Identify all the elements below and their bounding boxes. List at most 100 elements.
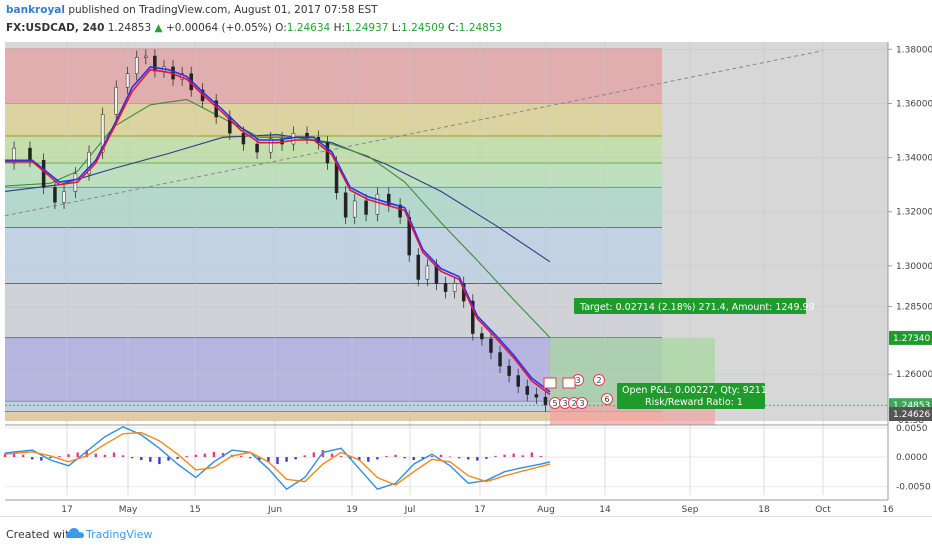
y-axis-label: 1.36000 <box>896 99 932 109</box>
candle-body <box>398 204 402 218</box>
osc-histogram-bar <box>312 452 316 458</box>
osc-histogram-bar <box>539 455 543 458</box>
osc-histogram-bar <box>12 452 16 458</box>
osc-histogram-bar <box>321 450 325 458</box>
candle-body <box>343 192 348 218</box>
osc-histogram-bar <box>394 454 397 458</box>
x-axis-label: 17 <box>61 505 72 515</box>
symbol-name: FX:USDCAD, 240 <box>6 22 105 34</box>
candle-body <box>100 114 105 153</box>
candle-body <box>352 200 357 218</box>
x-axis-label: Sep <box>682 505 699 515</box>
candle-body <box>425 265 430 280</box>
osc-histogram-bar <box>439 454 443 458</box>
osc-histogram-bar <box>339 455 343 458</box>
osc-histogram-bar <box>94 453 98 458</box>
osc-histogram-bar <box>457 457 461 459</box>
target-price-tag <box>889 330 932 345</box>
dashed-trend-line <box>4 50 823 217</box>
footer: Created with TradingView <box>0 516 932 551</box>
candle-body <box>534 394 539 398</box>
candle-body <box>53 187 57 203</box>
x-axis-label: 16 <box>882 505 894 515</box>
osc-histogram-bar <box>385 455 388 458</box>
osc-histogram-bar <box>448 456 452 458</box>
candle-body <box>134 57 139 74</box>
osc-axis-label: 0.0000 <box>896 453 928 463</box>
up-arrow-icon: ▲ <box>154 22 163 34</box>
osc-histogram-bar <box>376 457 379 460</box>
stop-price-tag <box>889 407 932 421</box>
pnl-info-text: Open P&L: 0.00227, Qty: 9211 <box>622 385 767 396</box>
candle-body <box>12 147 16 164</box>
osc-histogram-bar <box>367 457 370 462</box>
fib-band <box>5 103 662 136</box>
x-axis-label: 15 <box>189 505 200 515</box>
close-value: 1.24853 <box>458 22 503 34</box>
symbol-line: FX:USDCAD, 240 1.24853 ▲ +0.00064 (+0.05… <box>6 22 502 34</box>
event-badge-label: 2 <box>596 376 601 385</box>
candle-body <box>153 55 157 72</box>
author-link[interactable]: bankroyal <box>6 4 65 16</box>
candle-body <box>241 132 246 145</box>
event-badge-label: 3 <box>575 376 580 385</box>
calendar-flag-icon <box>562 377 576 389</box>
x-axis-label: Jun <box>267 505 282 515</box>
osc-histogram-bar <box>285 457 288 462</box>
candle-body <box>489 338 493 353</box>
osc-histogram-bar <box>294 457 297 460</box>
candle-body <box>443 283 448 292</box>
candle-body <box>334 162 339 194</box>
osc-histogram-bar <box>58 455 61 458</box>
osc-histogram-bar <box>21 454 25 458</box>
chart-header: bankroyal published on TradingView.com, … <box>0 0 932 38</box>
pnl-info-box <box>617 383 765 409</box>
candle-body <box>452 283 457 292</box>
target-price-text: 1.27340 <box>893 334 930 344</box>
candle-body <box>375 193 380 215</box>
candle-body <box>543 396 548 406</box>
osc-histogram-bar <box>412 457 415 460</box>
y-axis-label: 1.32000 <box>896 208 932 218</box>
y-axis-label: 1.28500 <box>896 302 932 312</box>
candle-body <box>471 300 475 334</box>
osc-histogram-bar <box>503 454 506 458</box>
price-change: +0.00064 (+0.05%) <box>165 22 272 34</box>
fib-band <box>5 283 662 338</box>
candle-body <box>28 147 32 161</box>
osc-histogram-bar <box>112 452 116 458</box>
osc-histogram-bar <box>76 452 79 458</box>
published-text: published on TradingView.com, August 01,… <box>68 4 378 16</box>
osc-histogram-bar <box>485 457 488 459</box>
osc-histogram-bar <box>49 457 52 459</box>
event-badge-label: 5 <box>552 399 557 408</box>
osc-histogram-bar <box>130 457 134 459</box>
candle-body <box>516 375 520 387</box>
osc-histogram-bar <box>530 452 534 458</box>
event-badge <box>593 374 605 386</box>
created-with-text: Created with <box>6 528 77 541</box>
close-label: C: <box>447 22 459 34</box>
risk-reward-text: Risk/Reward Ratio: 1 <box>645 397 743 408</box>
event-badge-label: 3 <box>579 399 584 408</box>
fib-band <box>5 411 662 421</box>
osc-histogram-bar <box>267 457 270 463</box>
osc-histogram-bar <box>512 453 515 458</box>
countdown-text: 01:38 <box>898 416 924 426</box>
stop-price-text: 1.24626 <box>893 410 930 420</box>
fib-band <box>5 187 662 228</box>
fib-band <box>5 401 662 412</box>
x-axis-label: Aug <box>537 505 555 515</box>
signal-line <box>4 431 551 486</box>
osc-histogram-bar <box>85 450 88 458</box>
osc-histogram-bar <box>158 457 161 465</box>
calendar-flag-icon <box>543 377 557 389</box>
osc-histogram-bar <box>212 451 216 458</box>
open-value: 1.24634 <box>286 22 331 34</box>
y-axis-label: 1.30000 <box>896 262 932 272</box>
tradingview-brand[interactable]: TradingView <box>86 528 153 541</box>
osc-histogram-bar <box>521 455 524 458</box>
event-badge-label: 3 <box>562 399 567 408</box>
osc-histogram-bar <box>67 454 70 458</box>
